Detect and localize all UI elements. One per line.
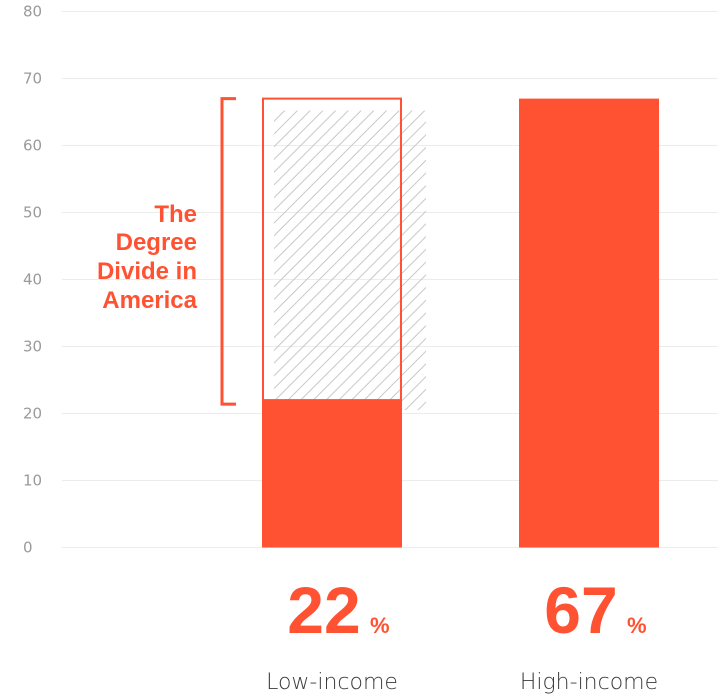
bar-low-income (262, 400, 402, 548)
percent-sign: % (370, 613, 390, 638)
value-label: 22 (287, 573, 360, 647)
value-label: 67 (544, 573, 617, 647)
y-tick-label: 40 (23, 271, 42, 289)
y-tick-label: 80 (23, 3, 42, 21)
percent-sign: % (627, 613, 647, 638)
value-and-category-labels: 22 % Low-income 67 % High-income (266, 573, 658, 695)
y-tick-label: 50 (23, 204, 42, 222)
bars (262, 97, 659, 548)
y-tick-label: 10 (23, 472, 42, 490)
category-label: High-income (520, 670, 658, 695)
y-tick-label: 70 (23, 70, 42, 88)
y-tick-label: 30 (23, 338, 42, 356)
gap-outline (262, 97, 402, 402)
bar-high-income (519, 98, 659, 548)
annotation-line: The (154, 201, 197, 228)
annotation-line: Divide in (97, 258, 197, 285)
y-tick-label: 60 (23, 137, 42, 155)
y-tick-label: 0 (23, 539, 33, 557)
y-tick-label: 20 (23, 405, 42, 423)
y-axis-ticks: 0 10 20 30 40 50 60 70 80 (23, 3, 42, 557)
annotation-line: America (102, 287, 197, 314)
bracket (220, 97, 236, 406)
category-label: Low-income (266, 670, 398, 695)
gap-hatch-area (274, 110, 426, 411)
annotation-line: Degree (116, 229, 197, 256)
